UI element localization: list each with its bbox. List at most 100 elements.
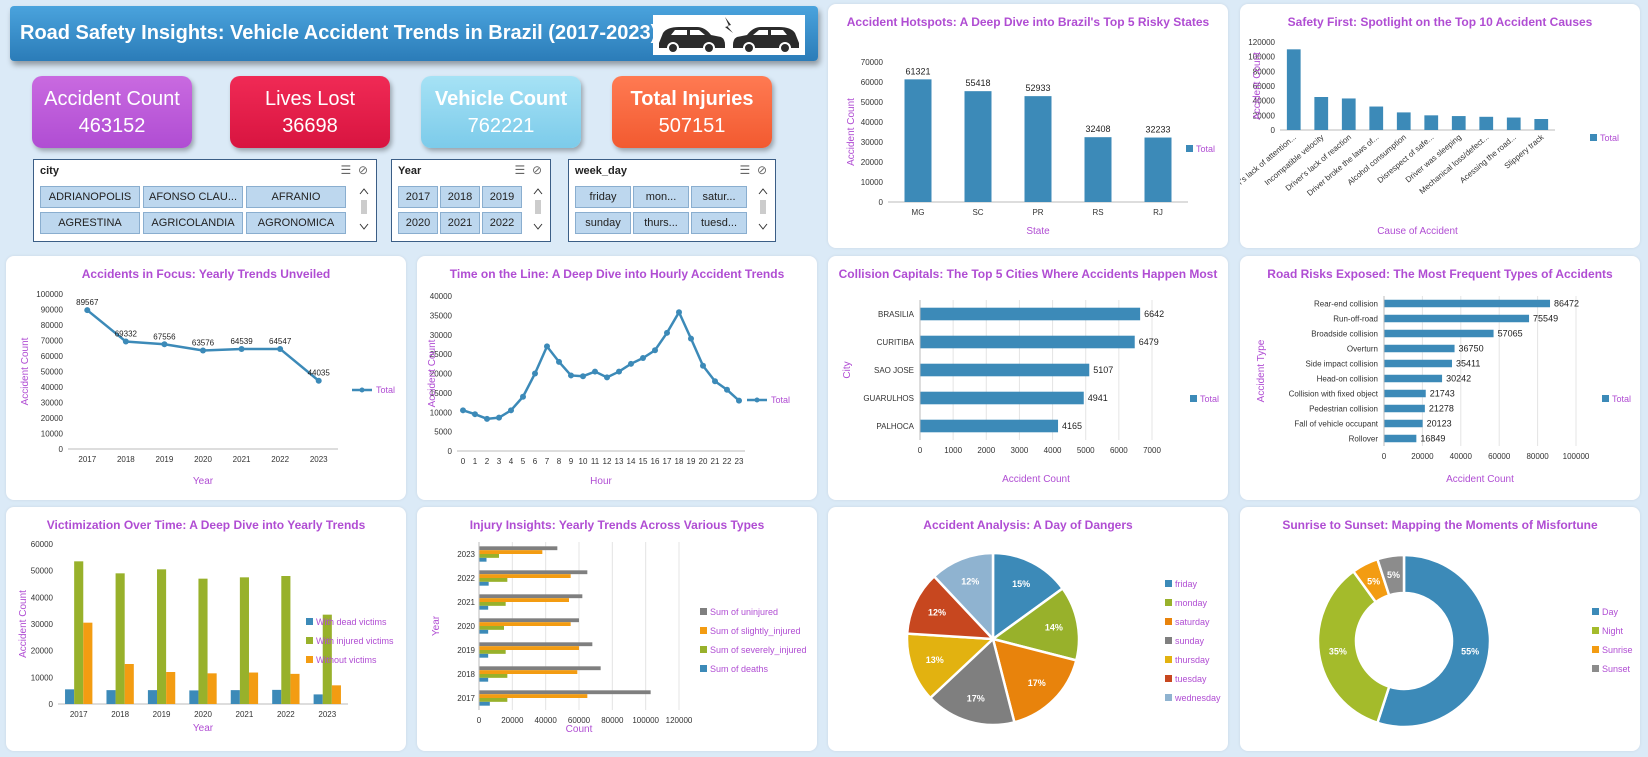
- multi-select-icon[interactable]: ☰: [340, 163, 352, 177]
- x-tick-label: RS: [1092, 208, 1103, 217]
- kpi-label: Total Injuries: [630, 88, 754, 110]
- multi-select-icon[interactable]: ☰: [514, 163, 526, 177]
- slicer-scrollbar[interactable]: [532, 186, 544, 232]
- y-tick-label: 20000: [861, 158, 884, 167]
- pie-slice: [990, 586, 1081, 662]
- bar: [1384, 299, 1551, 308]
- y-tick-label: 35000: [430, 311, 453, 320]
- legend-swatch: [1165, 656, 1172, 663]
- multi-select-icon[interactable]: ☰: [739, 163, 751, 177]
- y-axis-title: Year: [431, 615, 442, 636]
- data-label: 16849: [1420, 434, 1445, 444]
- y-tick-label: 20000: [31, 647, 54, 656]
- bar: [313, 694, 323, 704]
- y-tick-label: Run-off-road: [1333, 315, 1378, 324]
- data-label: 64547: [269, 337, 292, 346]
- x-axis-title: Year: [193, 723, 214, 734]
- bar: [1506, 117, 1521, 130]
- slicer-item[interactable]: 2021: [440, 212, 480, 234]
- slicer-item[interactable]: thurs...: [633, 212, 689, 234]
- bar: [479, 653, 489, 658]
- slicer-item[interactable]: AGRICOLANDIA: [143, 212, 243, 234]
- slicer-item[interactable]: friday: [575, 186, 631, 208]
- legend-label: tuesday: [1175, 674, 1207, 684]
- slicer-item[interactable]: ADRIANOPOLIS: [40, 186, 140, 208]
- bar: [479, 550, 543, 554]
- bar: [1534, 119, 1549, 130]
- slicer-item[interactable]: AGRESTINA: [40, 212, 140, 234]
- phase-donut-chart: 55% 35% 5% 5% Day Night Sunrise Sunset: [1316, 553, 1633, 729]
- data-point: [532, 370, 538, 377]
- clear-filter-icon[interactable]: ⊘: [357, 163, 368, 177]
- x-tick-label: 60000: [1488, 452, 1511, 461]
- data-label: 6479: [1139, 337, 1159, 347]
- slicer-item[interactable]: 2020: [398, 212, 438, 234]
- bar: [920, 391, 1084, 405]
- slicer-scrollbar[interactable]: [358, 186, 370, 232]
- dayofweek-pie-chart: 15% 14% 17% 17% 13% 12% 12% friday monday saturda…: [905, 551, 1221, 727]
- bar: [904, 79, 932, 202]
- slicer-item[interactable]: tuesd...: [691, 212, 747, 234]
- bar: [1479, 116, 1494, 130]
- y-tick-label: 60000: [861, 78, 884, 87]
- legend-label: Total: [376, 385, 395, 395]
- y-tick-label: 0: [59, 445, 64, 454]
- data-label: 86472: [1554, 299, 1579, 309]
- slicer-item[interactable]: AFONSO CLAU...: [143, 186, 243, 208]
- y-tick-label: 10000: [430, 408, 453, 417]
- legend-swatch: [1165, 599, 1172, 606]
- city-slicer[interactable]: city ☰ ⊘ ADRIANOPOLIS AFONSO CLAU... AFR…: [33, 159, 377, 242]
- clear-filter-icon[interactable]: ⊘: [531, 163, 542, 177]
- x-tick-label: 2017: [78, 455, 96, 464]
- slicer-item[interactable]: 2018: [440, 186, 480, 208]
- bar: [331, 685, 341, 704]
- bar: [479, 646, 579, 650]
- chart-title: Victimization Over Time: A Deep Dive int…: [46, 518, 366, 532]
- data-label: 6642: [1144, 309, 1164, 319]
- legend-swatch: [1165, 580, 1172, 587]
- bar: [1384, 344, 1455, 353]
- slicer-item[interactable]: sunday: [575, 212, 631, 234]
- bar: [479, 674, 508, 678]
- legend-label: Total: [1600, 133, 1619, 143]
- x-axis-title: Cause of Accident: [1377, 226, 1458, 237]
- kpi-accident-count: Accident Count 463152: [32, 76, 192, 148]
- data-point: [604, 374, 610, 381]
- x-tick-label: 2017: [70, 710, 88, 719]
- legend-swatch: [1602, 395, 1609, 402]
- slice-label: 13%: [926, 655, 944, 665]
- legend-label: Without victims: [316, 655, 377, 665]
- kpi-value: 507151: [658, 115, 726, 137]
- slicer-item[interactable]: mon...: [633, 186, 689, 208]
- bar: [1341, 98, 1356, 130]
- bar: [479, 546, 558, 551]
- x-tick-label: 11: [591, 457, 600, 466]
- weekday-slicer[interactable]: week_day ☰ ⊘ friday mon... satur... sund…: [568, 159, 776, 242]
- slice-label: 14%: [1045, 622, 1063, 632]
- legend-swatch: [700, 627, 707, 634]
- year-slicer[interactable]: Year ☰ ⊘ 2017 2018 2019 2020 2021 2022: [391, 159, 551, 242]
- clear-filter-icon[interactable]: ⊘: [756, 163, 767, 177]
- slicer-item[interactable]: 2022: [482, 212, 522, 234]
- slicer-item[interactable]: 2017: [398, 186, 438, 208]
- data-point: [664, 329, 670, 336]
- slicer-scrollbar[interactable]: [757, 186, 769, 232]
- y-tick-label: 40000: [31, 593, 54, 602]
- slicer-item[interactable]: satur...: [691, 186, 747, 208]
- slicer-item[interactable]: AFRANIO: [246, 186, 346, 208]
- y-tick-label: 40000: [430, 292, 453, 301]
- y-axis-title: Accident Count: [427, 339, 438, 407]
- x-tick-label: 2000: [977, 446, 995, 455]
- data-label: 44035: [308, 369, 331, 378]
- x-tick-label: 2: [485, 457, 490, 466]
- y-tick-label: Side impact collision: [1306, 360, 1378, 369]
- x-tick-label: 10: [579, 457, 588, 466]
- bar: [479, 650, 506, 654]
- y-tick-label: 2018: [457, 670, 475, 679]
- y-tick-label: 0: [448, 447, 453, 456]
- y-axis-title: Accident Count: [20, 337, 31, 405]
- slicer-item[interactable]: 2019: [482, 186, 522, 208]
- slicer-item[interactable]: AGRONOMICA: [246, 212, 346, 234]
- kpi-label: Vehicle Count: [434, 88, 568, 110]
- legend-label: Total: [1200, 394, 1219, 404]
